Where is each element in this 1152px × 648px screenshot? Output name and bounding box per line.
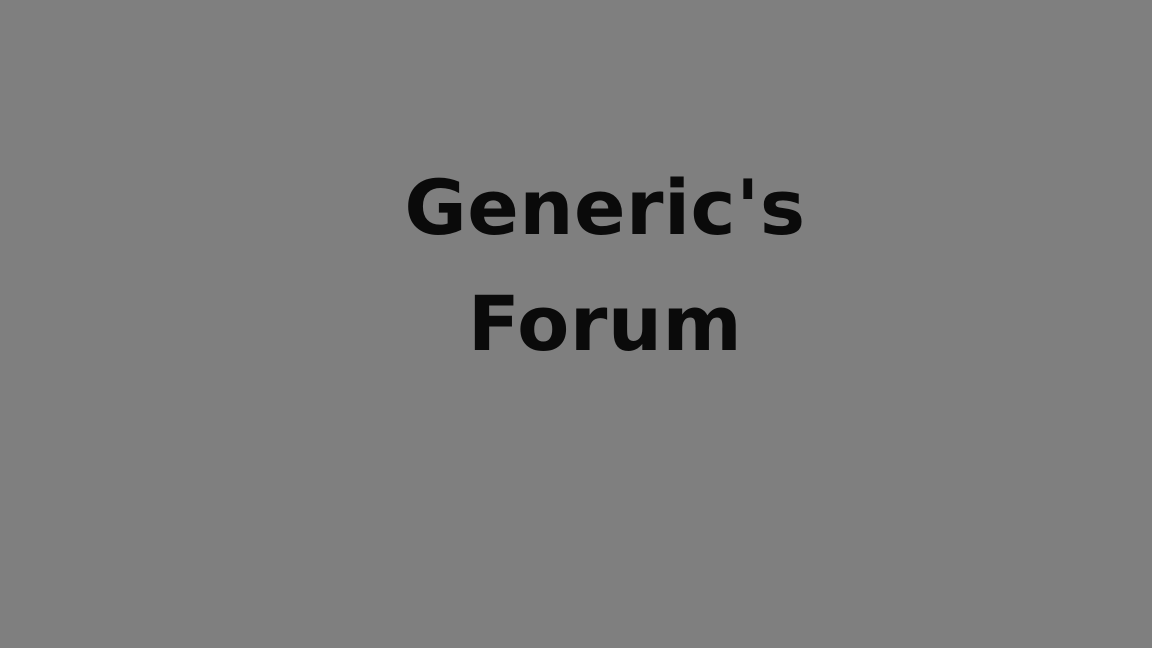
- title-line-1: Generic's: [404, 163, 806, 252]
- title-line-2: Forum: [467, 279, 743, 368]
- forum-title: Generic's Forum: [390, 150, 820, 382]
